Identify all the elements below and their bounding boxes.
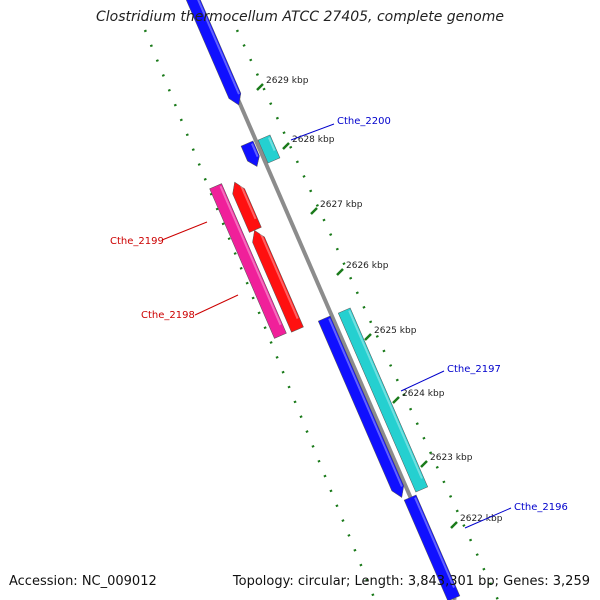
major-tick	[256, 83, 264, 91]
major-tick	[420, 460, 428, 468]
gene-label-leader	[400, 370, 445, 392]
tick-label: 2622 kbp	[460, 514, 503, 524]
gene-arrow-top-shape	[184, 0, 242, 106]
major-tick	[310, 207, 318, 215]
gene-label-cthe-2199: Cthe_2199	[110, 236, 164, 247]
tick-marks: 2629 kbp 2628 kbp 2627 kbp 2626 kbp 2625 kbp…	[143, 29, 503, 600]
gene-arrow-cthe-2197a-shape	[317, 315, 405, 498]
gene-label-leader	[194, 294, 239, 316]
gene-arrow-cthe-2197-highlight	[348, 310, 423, 479]
gene-arrow-cthe-2197a	[317, 315, 405, 498]
gene-arrows	[184, 0, 461, 600]
gene-arrow-cthe-2199	[232, 181, 262, 233]
tick-label: 2625 kbp	[374, 326, 417, 336]
labels-layer: Cthe_2200 Cthe_2199 Cthe_2198 Cthe_2197 Cthe…	[110, 116, 568, 529]
major-tick	[392, 396, 400, 404]
gene-arrow-cthe-2196	[403, 494, 461, 600]
gene-arrow-cthe-2198-highlight	[219, 185, 282, 326]
gene-arrow-cthe-2199-shape	[232, 181, 262, 233]
gene-arrow-cthe-2198-shape	[209, 183, 287, 339]
major-tick	[282, 142, 290, 150]
gene-label-leader	[290, 123, 335, 141]
gene-arrow-cthe-2200-highlight	[268, 137, 276, 152]
gene-arrow-cthe-2197	[337, 307, 429, 493]
gene-label-cthe-2196: Cthe_2196	[514, 502, 568, 513]
tick-label: 2626 kbp	[346, 261, 389, 271]
gene-arrow-cthe-2196-shape	[403, 494, 461, 600]
gene-arrow-cthe-2199b-shape	[252, 230, 304, 333]
tick-label: 2623 kbp	[430, 453, 473, 463]
gene-arrow-cthe-2200	[257, 134, 281, 164]
inner-tick-track	[143, 29, 377, 600]
gene-label-cthe-2200: Cthe_2200	[337, 116, 391, 127]
gene-arrow-cthe-2200a-shape	[240, 140, 260, 167]
gene-label-cthe-2197: Cthe_2197	[447, 364, 501, 375]
gene-arrow-cthe-2196-highlight	[414, 497, 455, 588]
major-tick	[336, 268, 344, 276]
gene-label-leader	[464, 507, 512, 529]
major-tick	[450, 521, 458, 529]
gene-arrow-top	[184, 0, 242, 106]
gene-arrow-cthe-2199b-highlight	[258, 230, 299, 319]
gene-label-cthe-2198: Cthe_2198	[141, 310, 195, 321]
tick-label: 2627 kbp	[320, 200, 363, 210]
gene-arrow-cthe-2197a-highlight	[328, 318, 403, 487]
gene-arrow-top-highlight	[195, 0, 240, 95]
genome-summary-text: Topology: circular; Length: 3,843,301 bp…	[232, 574, 590, 589]
tick-label: 2624 kbp	[402, 389, 445, 399]
gene-arrow-cthe-2197-shape	[337, 307, 429, 493]
gene-label-leader	[161, 221, 208, 241]
accession-text: Accession: NC_009012	[9, 574, 157, 589]
gene-arrow-cthe-2200a	[240, 140, 260, 167]
gene-arrow-cthe-2199-highlight	[238, 181, 257, 220]
tick-label: 2628 kbp	[292, 135, 335, 145]
gene-arrow-cthe-2199b	[252, 230, 304, 333]
gene-arrow-cthe-2200a-highlight	[251, 143, 259, 158]
major-tick	[364, 333, 372, 341]
gene-arrow-cthe-2198	[209, 183, 287, 339]
map-title: Clostridium thermocellum ATCC 27405, com…	[96, 9, 504, 25]
tick-label: 2629 kbp	[266, 76, 309, 86]
gene-arrow-cthe-2200-shape	[257, 134, 281, 164]
